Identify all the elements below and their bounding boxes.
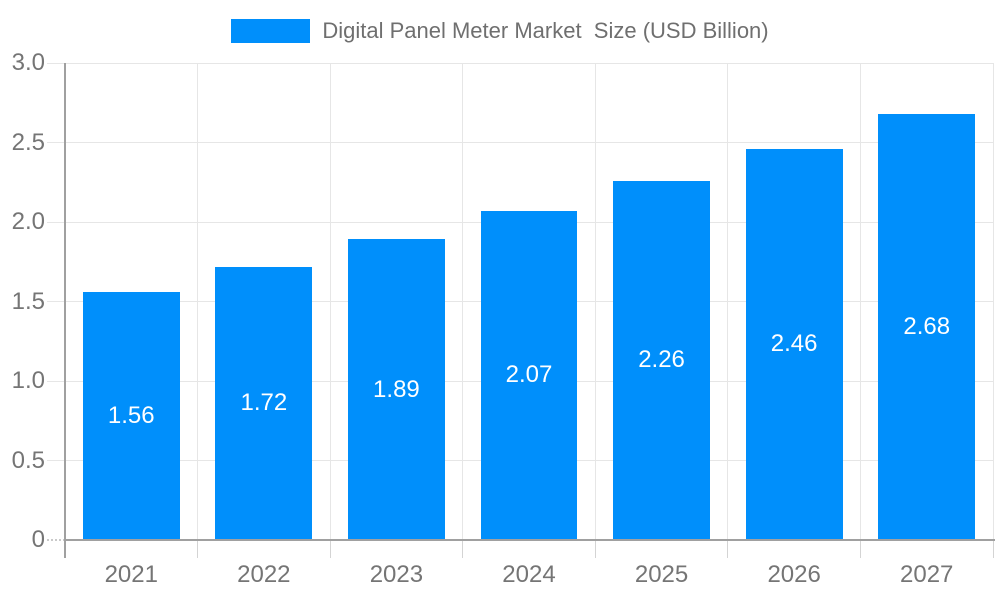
bar-value-label: 2.68	[903, 312, 951, 340]
bar-2022[interactable]: 1.72	[215, 266, 313, 540]
bar-value-label: 2.07	[505, 361, 553, 389]
legend-label: Digital Panel Meter Market Size (USD Bil…	[322, 18, 769, 43]
y-tick	[47, 301, 65, 302]
bar-2025[interactable]: 2.26	[613, 180, 710, 540]
x-gridline	[197, 63, 199, 540]
legend-swatch	[231, 19, 311, 43]
x-tick	[727, 540, 729, 558]
y-axis-label: 0.5	[11, 446, 45, 474]
y-axis-label: 1.0	[11, 367, 45, 394]
x-gridline	[992, 63, 994, 540]
y-axis-label: 0	[31, 526, 45, 553]
x-tick	[197, 540, 199, 558]
x-axis-label: 2022	[237, 561, 291, 588]
y-gridline	[65, 142, 993, 143]
x-axis-label: 2025	[634, 561, 689, 588]
x-gridline	[329, 63, 331, 540]
x-gridline	[727, 63, 729, 540]
y-tick	[47, 380, 65, 382]
x-axis-line	[64, 539, 995, 541]
x-tick	[329, 540, 331, 558]
y-axis-label: 3.0	[11, 49, 45, 76]
y-axis-label: 2.5	[11, 128, 45, 156]
x-gridline	[462, 63, 464, 540]
x-gridline	[594, 63, 596, 540]
bar-2023[interactable]: 1.89	[348, 239, 445, 540]
legend-item[interactable]: Digital Panel Meter Market Size (USD Bil…	[0, 17, 1000, 45]
x-axis-label: 2021	[104, 561, 158, 588]
bar-value-label: 2.46	[770, 330, 818, 358]
bar-value-label: 1.72	[240, 389, 288, 417]
x-axis-label: 2024	[502, 561, 556, 588]
y-tick	[47, 62, 65, 64]
x-gridline	[859, 63, 861, 540]
x-tick	[462, 540, 464, 558]
x-tick	[992, 540, 994, 558]
x-tick	[859, 540, 861, 558]
bar-value-label: 1.89	[373, 375, 420, 403]
y-axis-line	[64, 63, 66, 558]
y-axis-label: 2.0	[11, 208, 45, 235]
x-axis-label: 2026	[767, 561, 821, 588]
bar-2024[interactable]: 2.07	[480, 210, 578, 540]
x-axis-label: 2027	[900, 561, 954, 588]
bar-2021[interactable]: 1.56	[82, 291, 180, 540]
x-axis-label: 2023	[369, 561, 424, 588]
y-gridline	[65, 62, 993, 64]
bar-2026[interactable]: 2.46	[745, 148, 843, 540]
bar-value-label: 1.56	[107, 401, 155, 429]
bar-2027[interactable]: 2.68	[878, 113, 976, 540]
y-zero-tick	[47, 539, 65, 541]
y-axis-label: 1.5	[11, 287, 45, 315]
bar-value-label: 2.26	[638, 346, 685, 374]
x-tick	[594, 540, 596, 558]
y-tick	[47, 221, 65, 223]
y-tick	[47, 460, 65, 461]
y-tick	[47, 142, 65, 143]
